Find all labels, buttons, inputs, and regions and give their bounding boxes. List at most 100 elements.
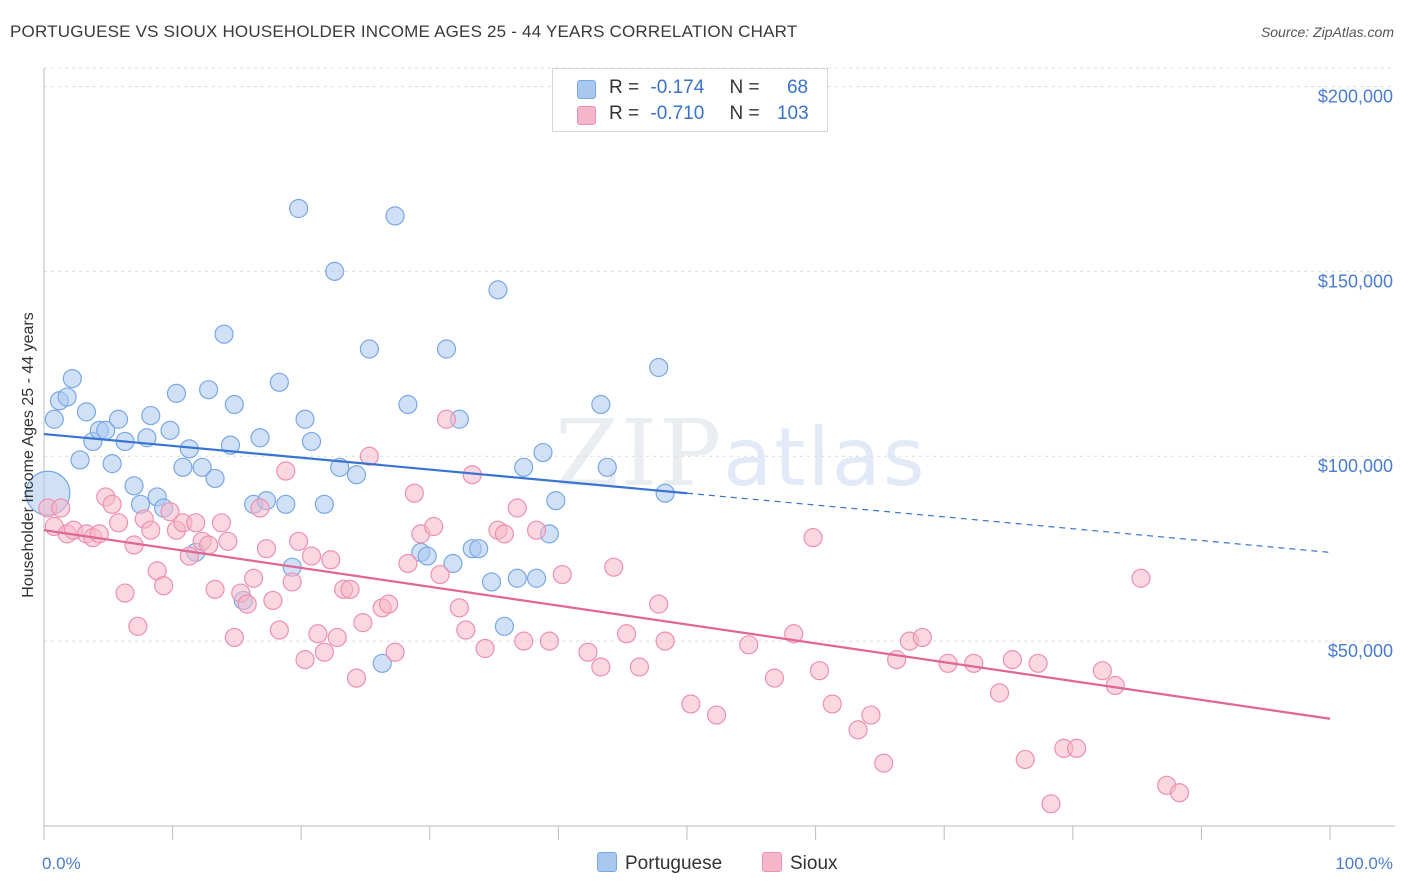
sioux-point [289, 531, 309, 551]
y-tick-label: $200,000 [1318, 86, 1393, 106]
sioux-point [141, 520, 161, 540]
sioux-point [507, 498, 527, 518]
sioux-point [205, 579, 225, 599]
portuguese-point [160, 420, 180, 440]
sioux-point [1015, 749, 1035, 770]
grid-lines [44, 67, 1395, 642]
source-label: Source: ZipAtlas.com [1260, 24, 1394, 40]
sioux-point [51, 498, 71, 518]
sioux-point [874, 753, 894, 773]
sioux-point [809, 661, 830, 681]
bottom-legend-swatch-sioux [762, 852, 782, 872]
sioux-point [424, 516, 444, 537]
portuguese-point [443, 553, 463, 574]
sioux-point [108, 513, 129, 533]
sioux-point [430, 564, 450, 585]
portuguese-point [385, 206, 405, 226]
sioux-point [822, 694, 842, 714]
sioux-point [449, 598, 469, 618]
legend-n-label: N = [729, 103, 760, 124]
portuguese-point [481, 572, 502, 592]
portuguese-point [289, 198, 309, 219]
sioux-point [237, 594, 257, 614]
sioux-point [989, 683, 1010, 703]
portuguese-point [436, 339, 457, 359]
sioux-point [301, 546, 322, 566]
legend-n-value: 103 [776, 103, 809, 124]
legend-swatch-portuguese [577, 80, 596, 99]
portuguese-point [192, 457, 212, 477]
portuguese-point [199, 380, 219, 400]
portuguese-point [330, 457, 350, 477]
portuguese-point [124, 476, 144, 496]
sioux-point [784, 624, 804, 644]
portuguese-point [488, 280, 508, 300]
portuguese-trend-line [43, 432, 688, 495]
portuguese-point [220, 435, 241, 455]
bottom-legend-label-sioux: Sioux [790, 853, 838, 874]
sioux-point [1092, 661, 1112, 681]
sioux-point [764, 668, 785, 688]
sioux-point [681, 694, 701, 714]
sioux-point [340, 579, 360, 599]
sioux-point [739, 635, 759, 655]
sioux-point [494, 524, 514, 544]
sioux-point [616, 624, 637, 644]
sioux-point [346, 668, 367, 688]
data-points [25, 198, 1190, 814]
portuguese-point [417, 546, 437, 566]
sioux-point [250, 498, 270, 518]
sioux-point [160, 502, 180, 522]
sioux-point [353, 613, 373, 633]
portuguese-point [398, 394, 418, 415]
portuguese-point [173, 457, 193, 477]
portuguese-point [166, 383, 187, 403]
legend-n-label: N = [729, 77, 760, 98]
portuguese-point [295, 409, 315, 429]
sioux-point [964, 653, 984, 673]
y-tick-label: $100,000 [1318, 456, 1393, 476]
portuguese-point [526, 568, 547, 588]
bottom-legend-label-portuguese: Portuguese [625, 853, 723, 874]
sioux-point [359, 446, 379, 466]
portuguese-point [250, 428, 270, 448]
bottom-legend-portuguese: Portuguese [597, 852, 722, 875]
portuguese-point [62, 368, 82, 389]
sioux-point [314, 642, 334, 662]
portuguese-point [597, 457, 617, 477]
sioux-point [102, 494, 122, 514]
watermark-atlas: atlas [723, 411, 927, 504]
sioux-point [263, 590, 283, 611]
sioux-point [308, 624, 328, 644]
portuguese-point [57, 387, 77, 407]
trend-lines [43, 432, 1331, 720]
sioux-point [256, 539, 277, 559]
y-axis-label: Householder Income Ages 25 - 44 years [20, 312, 37, 598]
portuguese-point [276, 494, 296, 514]
legend-n-value: 68 [786, 77, 809, 98]
portuguese-point [205, 468, 225, 489]
sioux-point [1041, 794, 1061, 814]
sioux-point [912, 627, 932, 648]
sioux-point [1131, 568, 1151, 588]
sioux-trend-line [43, 529, 1331, 720]
sioux-point [186, 513, 206, 533]
portuguese-point [141, 405, 161, 426]
sioux-point [475, 638, 495, 659]
x-tick-label: 100.0% [1335, 854, 1393, 873]
portuguese-point [507, 568, 527, 588]
portuguese-point [649, 357, 669, 378]
sioux-point [539, 631, 559, 651]
legend-r-value: -0.710 [650, 103, 705, 124]
sioux-point [385, 642, 405, 662]
portuguese-point [591, 394, 611, 415]
x-tick-label: 0.0% [42, 854, 81, 873]
sioux-point [629, 657, 650, 677]
portuguese-point [269, 372, 289, 392]
portuguese-point [70, 450, 90, 470]
bottom-legend-sioux: Sioux [762, 852, 838, 875]
axes [43, 68, 1395, 840]
portuguese-point [359, 339, 379, 359]
sioux-point [153, 576, 174, 596]
portuguese-point [469, 539, 489, 559]
